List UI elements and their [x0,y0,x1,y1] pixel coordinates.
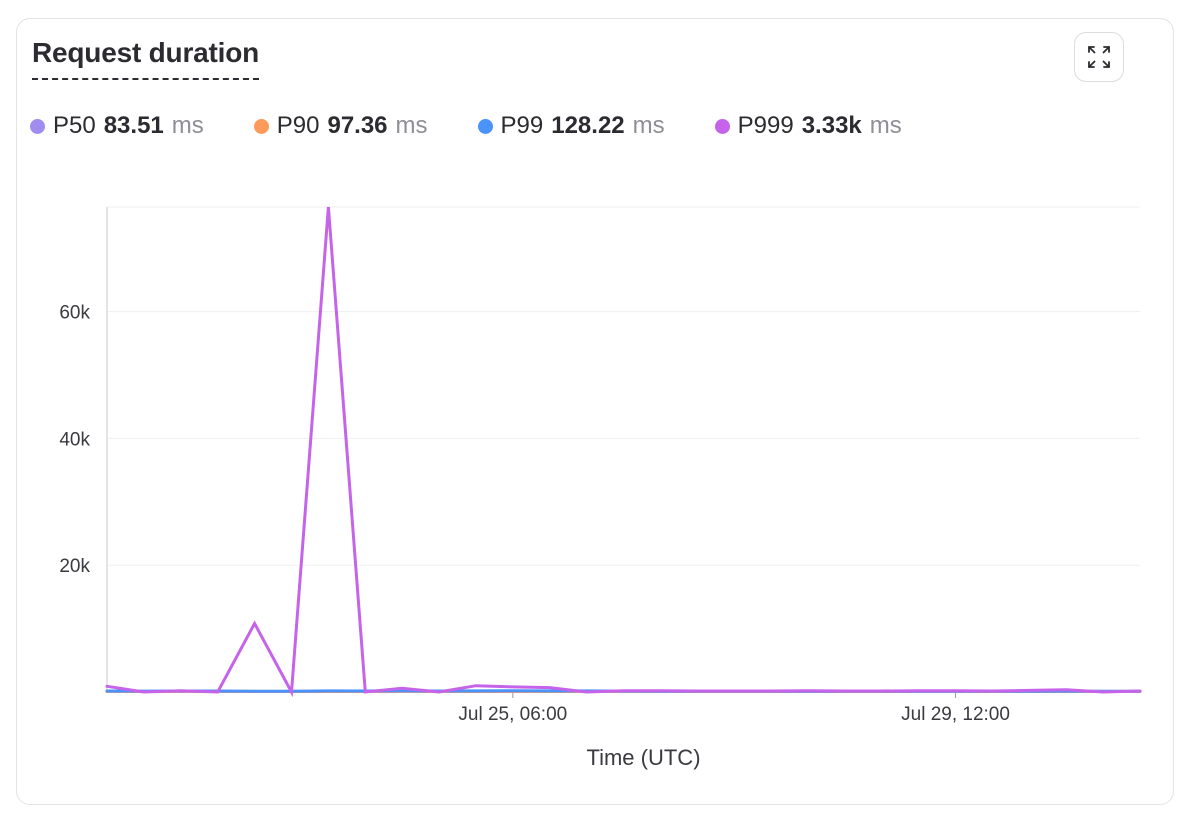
legend-value: 83.51 [103,112,164,139]
legend-value: 3.33k [801,112,862,139]
legend-unit: ms [869,112,902,139]
legend-dot-p50 [30,118,45,134]
chart-title[interactable]: Request duration [32,36,259,80]
legend-name: P90 [276,112,320,139]
series-line-p999 [105,206,1142,698]
legend: P50 83.51 ms P90 97.36 ms P99 128.22 ms … [30,112,952,140]
legend-name: P999 [737,112,794,139]
expand-icon [1088,46,1110,68]
legend-item-p90[interactable]: P90 97.36 ms [253,112,428,140]
x-tick-label: Jul 25, 06:00 [458,704,567,725]
legend-item-p99[interactable]: P99 128.22 ms [477,112,665,140]
legend-item-p999[interactable]: P999 3.33k ms [714,112,902,140]
legend-unit: ms [395,112,428,139]
y-tick-label: 40k [59,429,90,450]
chart-card [16,18,1174,805]
y-tick-label: 60k [59,303,90,324]
legend-value: 97.36 [327,112,388,139]
legend-value: 128.22 [551,112,625,139]
legend-dot-p99 [477,118,493,134]
legend-unit: ms [632,112,665,139]
expand-button[interactable] [1074,32,1124,82]
x-tick-label: Jul 29, 12:00 [901,704,1010,725]
legend-item-p50[interactable]: P50 83.51 ms [30,112,204,140]
legend-dot-p90 [253,118,269,134]
legend-dot-p999 [714,118,730,134]
x-axis-label: Time (UTC) [586,745,700,770]
y-tick-label: 20k [59,556,90,577]
legend-name: P50 [53,112,96,139]
legend-unit: ms [171,112,204,139]
legend-name: P99 [500,112,544,139]
